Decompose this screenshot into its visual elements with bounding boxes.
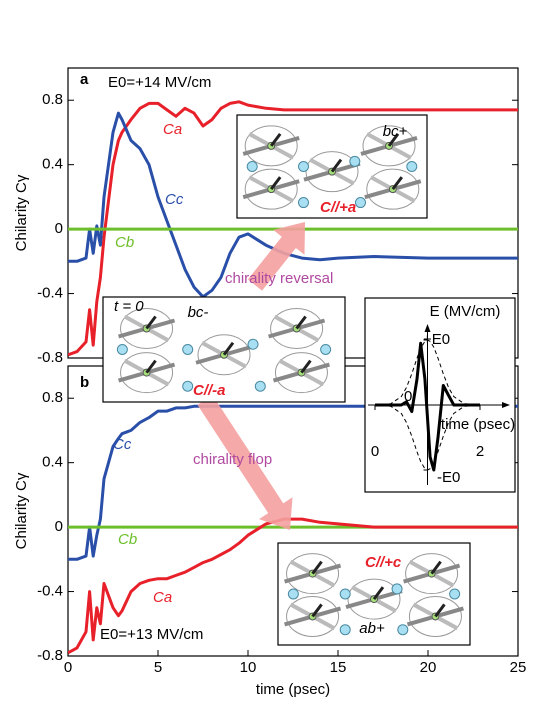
panel-label: a bbox=[80, 71, 89, 88]
ligand-atom bbox=[340, 589, 350, 599]
transition-annotation: chirality reversal bbox=[225, 270, 333, 287]
state-label: ab+ bbox=[359, 620, 385, 637]
y-tick-label: 0.8 bbox=[42, 91, 63, 108]
x-tick-label: 0 bbox=[371, 443, 379, 460]
state-label: bc- bbox=[188, 304, 209, 321]
series-label: Ca bbox=[163, 121, 182, 138]
series-label: Ca bbox=[153, 589, 172, 606]
x-tick-label: 5 bbox=[154, 659, 162, 676]
ligand-atom bbox=[248, 339, 258, 349]
ligand-atom bbox=[450, 589, 460, 599]
inset-frame bbox=[365, 298, 515, 492]
y-tick-label: 0 bbox=[55, 220, 63, 237]
ligand-atom bbox=[398, 625, 408, 635]
y-tick-label: 0.4 bbox=[42, 156, 63, 173]
y-tick-label: -E0 bbox=[437, 469, 460, 486]
y-tick-label: -0.8 bbox=[37, 647, 63, 664]
ligand-atom bbox=[299, 162, 309, 172]
series-label: Cb bbox=[115, 234, 134, 251]
vector-label: C//+c bbox=[365, 554, 402, 571]
ligand-atom bbox=[183, 345, 193, 355]
panel-label: b bbox=[80, 374, 89, 391]
x-axis-label: time (psec) bbox=[256, 681, 330, 698]
ligand-atom bbox=[356, 198, 366, 208]
y-tick-label: -0.8 bbox=[37, 349, 63, 366]
time-label: t = 0 bbox=[114, 298, 144, 315]
field-annotation: E0=+13 MV/cm bbox=[100, 626, 203, 643]
x-tick-label: 0 bbox=[64, 659, 72, 676]
x-tick-label: 10 bbox=[240, 659, 257, 676]
y-axis-label: Chilarity Cγ bbox=[13, 174, 30, 251]
x-tick-label: 15 bbox=[330, 659, 347, 676]
ligand-atom bbox=[117, 345, 127, 355]
figure: 0.8 0.4 0 -0.4 -0.8 Ca Cc Cb a E0=+14 MV/cm Chilar… bbox=[0, 0, 547, 709]
ligand-atom bbox=[247, 162, 257, 172]
x-axis-label: time (psec) bbox=[441, 416, 515, 433]
ligand-atom bbox=[288, 589, 298, 599]
y-axis-label: Chilarity Cγ bbox=[13, 472, 30, 549]
ligand-atom bbox=[299, 198, 309, 208]
y-tick-label: 0.8 bbox=[42, 389, 63, 406]
x-tick-label: 2 bbox=[476, 443, 484, 460]
state-label: bc+ bbox=[383, 123, 408, 140]
x-tick-label: 20 bbox=[420, 659, 437, 676]
vector-label: C//+a bbox=[320, 199, 356, 216]
transition-annotation: chirality flop bbox=[193, 451, 272, 468]
field-annotation: E0=+14 MV/cm bbox=[108, 74, 211, 91]
y-tick-label: +E0 bbox=[423, 331, 450, 348]
y-tick-label: 0 bbox=[55, 518, 63, 535]
ligand-atom bbox=[392, 584, 402, 594]
x-tick-label: 25 bbox=[510, 659, 527, 676]
inset-title: E (MV/cm) bbox=[430, 303, 501, 320]
y-tick-label: -0.4 bbox=[37, 583, 63, 600]
ligand-atom bbox=[350, 156, 360, 166]
ligand-atom bbox=[407, 162, 417, 172]
ligand-atom bbox=[321, 345, 331, 355]
series-label: Cc bbox=[165, 191, 184, 208]
page: 0.8 0.4 0 -0.4 -0.8 Ca Cc Cb a E0=+14 MV/cm Chilar… bbox=[0, 0, 547, 709]
y-tick-label: 0.4 bbox=[42, 454, 63, 471]
ligand-atom bbox=[183, 381, 193, 391]
ligand-atom bbox=[340, 625, 350, 635]
vector-label: C//-a bbox=[193, 382, 226, 399]
y-tick-label: -0.4 bbox=[37, 285, 63, 302]
ligand-atom bbox=[255, 381, 265, 391]
series-label: Cc bbox=[113, 436, 132, 453]
series-label: Cb bbox=[118, 531, 137, 548]
